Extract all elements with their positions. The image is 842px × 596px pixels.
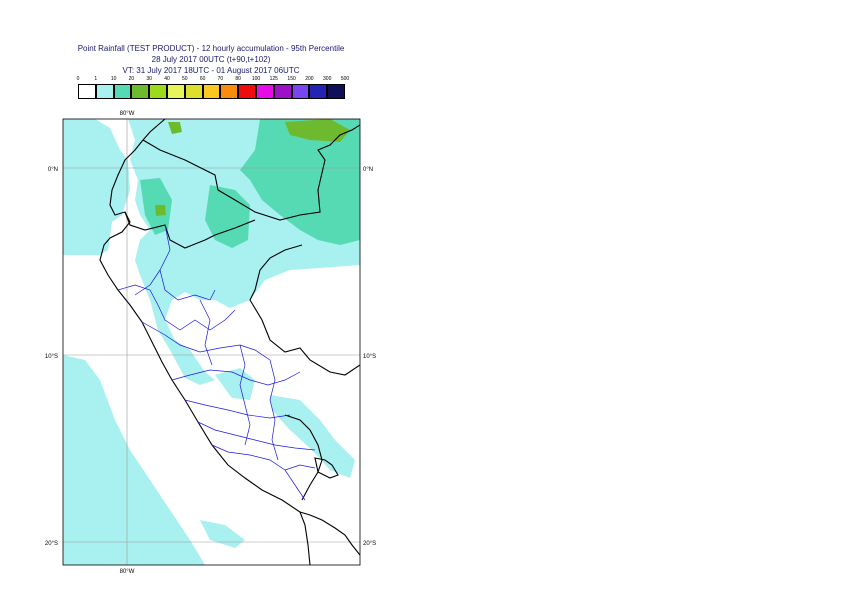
border-peru-chile: [299, 511, 360, 556]
colorbar-swatch: [291, 84, 310, 99]
admin-borders: [117, 224, 316, 501]
forecast-base-time: 28 July 2017 00UTC (t+90,t+102): [151, 55, 271, 64]
rain-area-andes-2: [270, 395, 355, 478]
colorbar-swatch: [95, 84, 114, 99]
admin-border-5: [184, 399, 291, 419]
colorbar-swatch: [167, 84, 185, 99]
lat-label-0-right: 0°N: [363, 167, 373, 173]
admin-border-8: [239, 344, 251, 446]
colorbar-label: 500: [340, 76, 350, 82]
map-frame: [62, 118, 361, 566]
colorbar-label: 60: [199, 76, 206, 82]
colorbar-swatch: [327, 84, 345, 99]
colorbar-label: 70: [217, 76, 224, 82]
map-title: Point Rainfall (TEST PRODUCT) - 12 hourl…: [77, 44, 345, 53]
coastline-pacific: [99, 139, 311, 565]
lon-label-top: 80°W: [120, 111, 135, 117]
colorbar-swatch: [149, 84, 167, 99]
rain-area-heavy-w: [155, 205, 166, 216]
validity-time: VT: 31 July 2017 18UTC - 01 August 2017 …: [122, 66, 300, 75]
admin-border-3: [141, 321, 271, 361]
admin-border-12: [284, 464, 316, 471]
colorbar-label: 300: [323, 76, 332, 82]
colorbar-label: 200: [305, 76, 314, 82]
admin-border-11: [134, 269, 161, 296]
colorbar-swatch: [113, 84, 132, 99]
country-borders: [99, 119, 360, 565]
lat-label-20s-left: 20°S: [45, 541, 58, 547]
colorbar-swatch: [131, 84, 150, 99]
colorbar-swatch: [256, 84, 274, 99]
border-peru-brazil: [249, 244, 360, 376]
lat-label-10s-left: 10°S: [45, 354, 58, 360]
admin-border-6: [197, 421, 316, 451]
colorbar-label: 0: [76, 76, 80, 82]
rain-area-heavy-n: [168, 122, 182, 134]
rain-area-coast-south: [200, 520, 245, 548]
rain-area-moderate-east: [240, 119, 360, 245]
lat-label-10s-right: 10°S: [363, 354, 376, 360]
border-ecuador-peru: [124, 211, 256, 249]
colorbar-swatch: [238, 84, 256, 99]
coastline-colombia: [142, 119, 166, 141]
colorbar-swatch: [202, 84, 221, 99]
colorbar-label: 150: [287, 76, 296, 82]
rain-area-pacific-south: [63, 355, 205, 565]
admin-border-2: [117, 284, 236, 331]
colorbar-label: 1: [94, 76, 98, 82]
rain-area-heavy-ne: [285, 119, 350, 142]
colorbar-label: 10: [110, 76, 117, 82]
rain-area-andes-1: [215, 368, 255, 400]
lat-label-20s-right: 20°S: [363, 541, 376, 547]
graticule: [63, 119, 360, 565]
lake-titicaca: [314, 457, 339, 479]
rain-area-moderate-central: [205, 185, 250, 248]
colorbar-label: 20: [128, 76, 135, 82]
colorbar-swatch: [184, 84, 203, 99]
admin-border-7: [211, 444, 306, 501]
colorbar-label: 40: [164, 76, 170, 82]
colorbar-label: 50: [182, 76, 188, 82]
colorbar-swatch: [78, 84, 96, 99]
colorbar-swatch: [309, 84, 328, 99]
admin-border-1: [159, 224, 216, 301]
colorbar-swatch: [220, 84, 239, 99]
border-peru-bolivia: [284, 414, 323, 501]
rainfall-shading: [63, 119, 360, 565]
colorbar-label: 80: [235, 76, 241, 82]
admin-border-4: [171, 369, 301, 386]
colorbar-label: 100: [251, 76, 261, 82]
admin-border-10: [199, 299, 213, 366]
border-colombia-peru: [142, 124, 360, 221]
colorbar-label: 30: [146, 76, 152, 82]
colorbar-label: 125: [269, 76, 278, 82]
lat-label-0-left: 0°N: [48, 167, 58, 173]
admin-border-9: [269, 359, 279, 461]
lon-label-bottom: 80°W: [120, 569, 135, 575]
rain-area-pacific-north: [63, 119, 130, 255]
colorbar-swatch: [273, 84, 292, 99]
